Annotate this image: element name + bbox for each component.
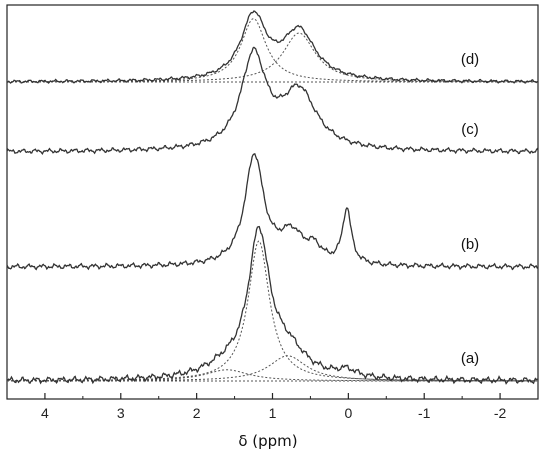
x-tick-label-3: 3 <box>117 405 125 421</box>
x-tick-label-2: 2 <box>193 405 201 421</box>
x-tick-label--2: -2 <box>494 405 507 421</box>
spectrum-trace-b <box>6 153 539 271</box>
x-axis-title: δ (ppm) <box>238 432 297 450</box>
fit-component-d-1 <box>7 18 538 83</box>
trace-labels: (a) (b) (c) (d) <box>461 51 479 367</box>
x-tick-label-4: 4 <box>41 405 49 421</box>
spectrum-trace-c <box>6 46 539 155</box>
trace-label-b: (b) <box>461 236 479 253</box>
spectrum-trace-d <box>6 10 539 84</box>
x-tick-label-1: 1 <box>269 405 277 421</box>
spectrum-traces <box>6 10 539 385</box>
x-tick-label-0: 0 <box>344 405 352 421</box>
fit-components <box>6 18 538 382</box>
trace-label-d: (d) <box>461 51 479 68</box>
spectrum-trace-a <box>6 225 539 385</box>
x-axis-ticks <box>44 393 501 399</box>
trace-label-c: (c) <box>461 121 479 138</box>
trace-label-a: (a) <box>461 350 479 367</box>
fit-component-a-1 <box>7 240 538 382</box>
x-tick-label--1: -1 <box>418 405 431 421</box>
x-axis-tick-labels: 4 3 2 1 0 -1 -2 <box>41 405 506 421</box>
